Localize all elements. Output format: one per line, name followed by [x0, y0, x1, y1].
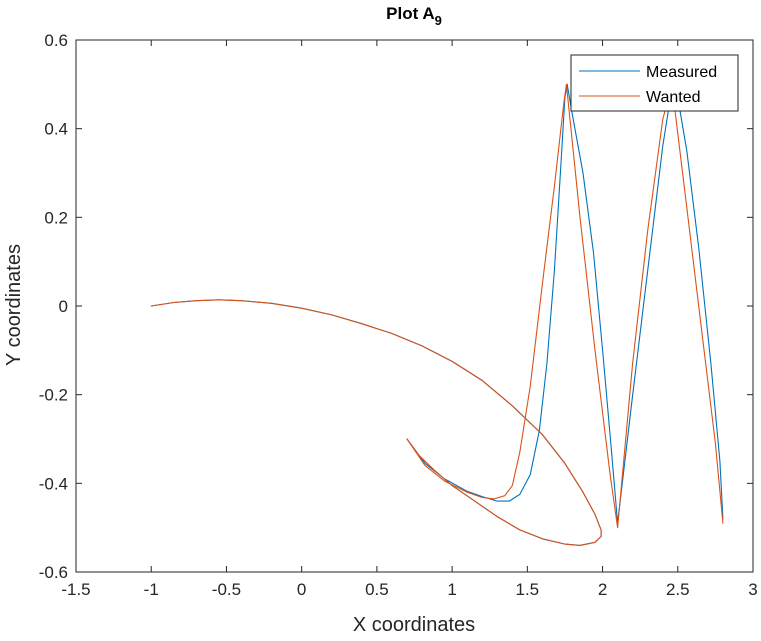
legend-box: [570, 54, 739, 112]
x-tick-label: 1: [447, 580, 456, 599]
y-axis-label: Y coordinates: [3, 244, 25, 366]
legend[interactable]: Measured Wanted: [570, 54, 739, 112]
x-tick-label: 2.5: [666, 580, 690, 599]
series-line-measured: [150, 83, 724, 546]
series-line-wanted: [150, 83, 724, 546]
x-axis-label: X coordinates: [353, 614, 475, 636]
plot-area-frame: [75, 39, 754, 573]
series-lines: [150, 83, 724, 546]
x-tick-label: 0.5: [365, 580, 389, 599]
y-tick-label: -0.4: [39, 474, 68, 493]
chart-title-main: Plot A: [386, 4, 434, 23]
x-tick-label: -0.5: [212, 580, 241, 599]
axis-ticks: -1.5 -1 -0.5 0 0.5 1 1.5 2 2.5 3 -0.6 -0.4 -0.2 0 0.2 0…: [39, 31, 758, 599]
x-tick-label: 3: [748, 580, 757, 599]
x-tick-label: -1: [144, 580, 159, 599]
chart-title-subscript: 9: [435, 13, 442, 28]
y-tick-label: 0.2: [44, 208, 68, 227]
x-tick-label: 1.5: [516, 580, 540, 599]
y-tick-label: -0.6: [39, 563, 68, 582]
chart-title: Plot A9: [386, 4, 442, 28]
axes: [75, 39, 754, 573]
legend-label-wanted: Wanted: [646, 89, 701, 106]
legend-label-measured: Measured: [646, 64, 717, 81]
x-tick-label: 2: [598, 580, 607, 599]
y-tick-label: 0.4: [44, 120, 68, 139]
x-tick-label: 0: [297, 580, 306, 599]
y-tick-label: 0.6: [44, 31, 68, 50]
y-tick-label: 0: [59, 297, 68, 316]
x-tick-label: -1.5: [61, 580, 90, 599]
y-tick-label: -0.2: [39, 386, 68, 405]
